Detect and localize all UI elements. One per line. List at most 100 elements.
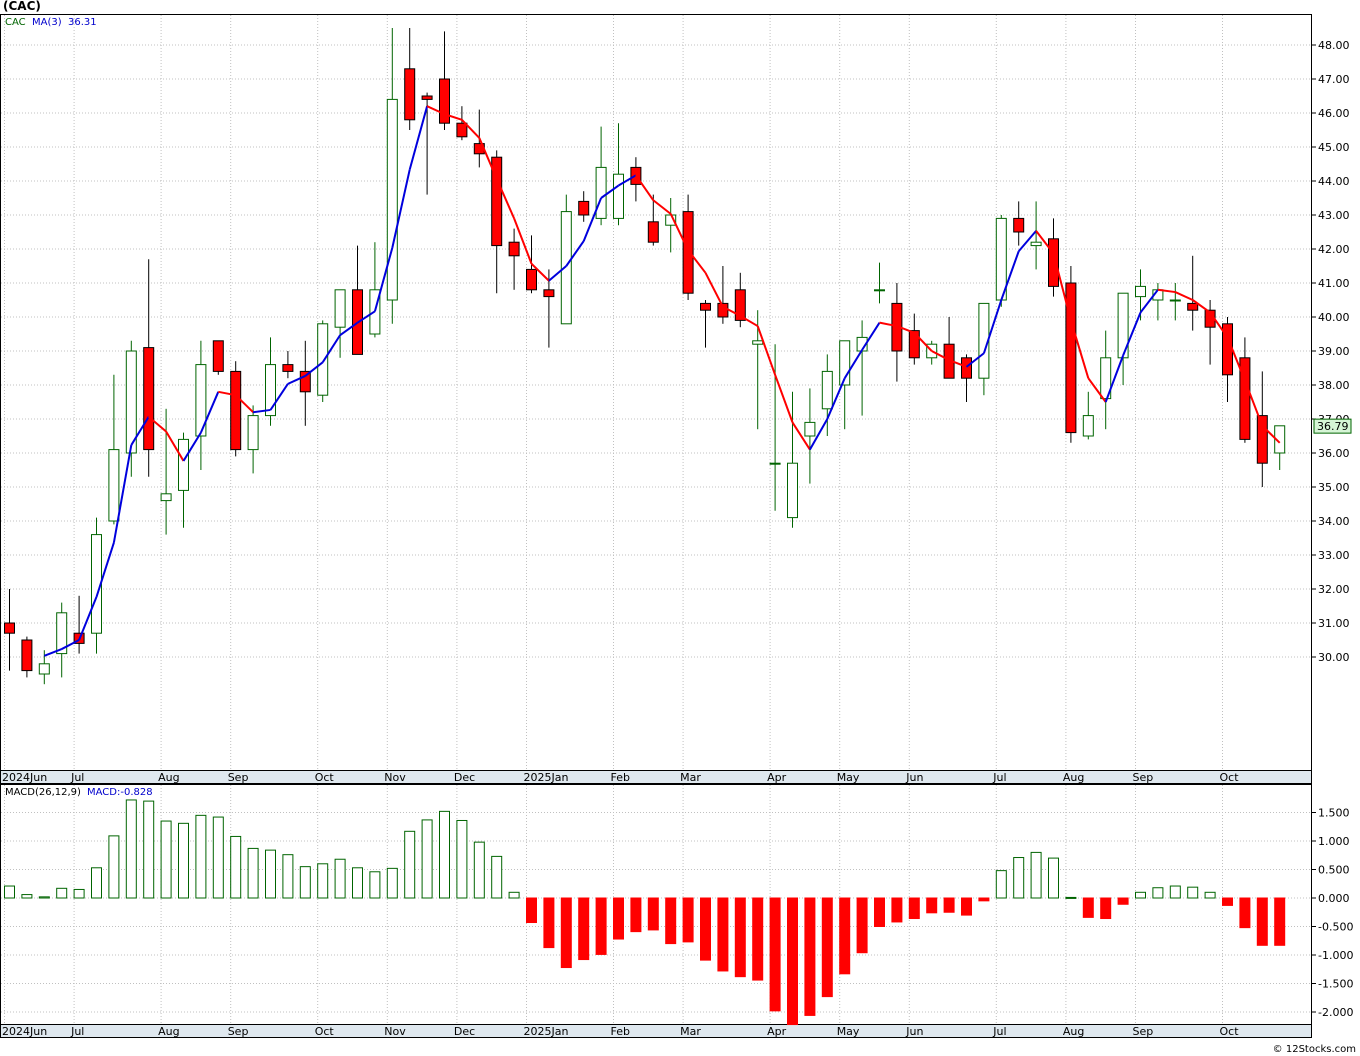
price-y-tick-label: 46.00 (1318, 107, 1350, 120)
ma3-segment (61, 639, 80, 650)
price-x-tick-label: Sep (1133, 771, 1154, 784)
macd-x-tick-label: Oct (1220, 1025, 1240, 1038)
ma3-segment (565, 240, 585, 267)
last-price-label: 36.79 (1317, 420, 1349, 433)
candle-up (1274, 425, 1286, 454)
macd-x-tick-label: Sep (228, 1025, 249, 1038)
macd-x-tick-label: Nov (384, 1025, 406, 1038)
macd-bar-positive (282, 854, 294, 899)
ma3-segment (826, 377, 846, 420)
candle-down (282, 364, 294, 372)
candle-up (247, 415, 259, 451)
macd-bar-positive (108, 835, 120, 899)
ma3-segment (287, 375, 306, 385)
macd-bar-positive (230, 835, 242, 899)
macd-y-tick-label: 1.000 (1318, 835, 1350, 848)
ma3-segment (931, 350, 950, 361)
macd-x-tick-label: Sep (1133, 1025, 1154, 1038)
candle-down (21, 639, 33, 672)
candle-up (752, 340, 764, 345)
price-x-tick-label: Apr (767, 771, 787, 784)
macd-x-tick-label: Oct (315, 1025, 335, 1038)
price-x-tick-label: Aug (1063, 771, 1084, 784)
price-x-tick-label: Jul (70, 771, 84, 784)
ma3-segment (1261, 425, 1281, 444)
price-y-tick-label: 48.00 (1318, 39, 1350, 52)
macd-bar-negative (856, 897, 868, 954)
price-x-tick-label: Jun (905, 771, 923, 784)
candle-down (682, 211, 694, 294)
macd-bar-negative (682, 897, 694, 943)
candle-up (317, 323, 329, 396)
price-y-tick-label: 47.00 (1318, 73, 1350, 86)
ma3-segment (513, 218, 533, 265)
macd-bar-positive (352, 867, 363, 899)
ma3-segment (1139, 289, 1159, 314)
ma3-segment (617, 174, 637, 187)
price-x-tick-label: Oct (1220, 771, 1240, 784)
ma3-segment (356, 310, 376, 324)
macd-bar-positive (4, 885, 15, 899)
ma3-segment (722, 305, 741, 317)
candle-down (1256, 415, 1268, 464)
candle-down (647, 221, 659, 243)
macd-bar-negative (1239, 897, 1251, 929)
candle-up (265, 364, 276, 417)
macd-y-tick-label: 0.500 (1318, 864, 1350, 877)
macd-y-tick-label: -1.000 (1318, 949, 1353, 962)
ma3-segment (739, 315, 759, 327)
candle-down (543, 289, 555, 298)
candle-up (56, 612, 68, 655)
macd-bar-positive (386, 867, 398, 899)
macd-bar-negative (1256, 897, 1268, 946)
macd-bar-negative (1100, 897, 1112, 920)
ma3-segment (913, 332, 933, 352)
macd-bar-negative (543, 897, 555, 949)
ma3-segment (1017, 230, 1037, 252)
macd-bar-positive (404, 830, 416, 899)
price-y-tick-label: 34.00 (1318, 515, 1350, 528)
ma3-segment (548, 265, 567, 282)
macd-bar-negative (700, 897, 711, 961)
macd-bar-positive (508, 891, 520, 899)
ma3-segment (252, 408, 271, 414)
candle-up (1030, 241, 1042, 247)
ma3-segment (1087, 377, 1107, 403)
ma3-segment (165, 430, 185, 462)
candle-down (734, 289, 746, 321)
candle-up (821, 370, 833, 410)
macd-bar-negative (560, 897, 572, 969)
ma3-segment (1052, 253, 1072, 321)
macd-x-tick-label: Jul (992, 1025, 1006, 1038)
candle-up (1100, 357, 1112, 400)
candle-down (961, 357, 972, 379)
macd-x-tick-label: Jun (905, 1025, 923, 1038)
macd-bar-negative (665, 897, 677, 945)
candle-down (1048, 238, 1059, 287)
macd-bar-negative (874, 897, 885, 927)
macd-bar-positive (125, 799, 137, 899)
ma3-segment (148, 415, 167, 433)
macd-bar-positive (21, 894, 33, 899)
macd-bar-positive (265, 849, 276, 899)
macd-x-tick-label: Aug (1063, 1025, 1084, 1038)
ma3-segment (704, 272, 724, 308)
candle-down (908, 330, 920, 359)
candle-up (769, 462, 781, 465)
ma3-segment (809, 418, 829, 451)
macd-bar-negative (1082, 897, 1094, 918)
ma3-segment (843, 349, 863, 379)
macd-bar-negative (769, 897, 781, 1012)
macd-bar-positive (421, 819, 433, 899)
candle-down (1065, 282, 1077, 434)
price-y-tick-label: 43.00 (1318, 209, 1350, 222)
ma3-segment (1157, 288, 1176, 294)
price-legend-symbol: CAC (5, 17, 26, 28)
ma3-segment (95, 542, 115, 598)
ma3-segment (130, 416, 150, 446)
macd-legend-name: MACD(26,12,9) (5, 787, 81, 798)
macd-x-tick-label: Jul (70, 1025, 84, 1038)
macd-bar-negative (595, 897, 607, 955)
macd-bar-negative (891, 897, 903, 923)
price-y-tick-label: 41.00 (1318, 277, 1350, 290)
